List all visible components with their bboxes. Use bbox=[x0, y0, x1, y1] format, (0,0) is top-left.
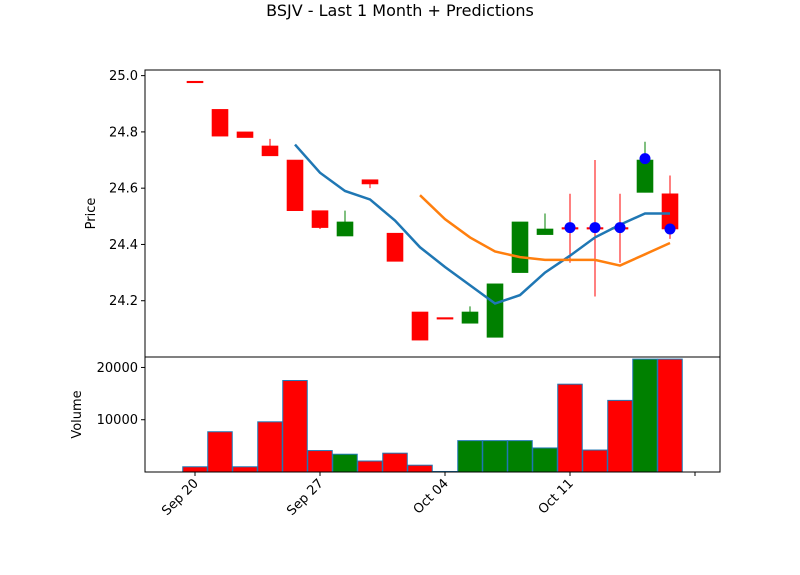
volume-bar bbox=[607, 399, 633, 473]
price-panel: 24.2 24.4 24.6 24.8 25.0 Price bbox=[84, 69, 721, 358]
x-tick-label: Oct 04 bbox=[411, 476, 452, 517]
candle-body bbox=[536, 228, 554, 235]
price-y-tick-label: 24.8 bbox=[109, 125, 138, 140]
price-axis-label: Price bbox=[84, 198, 99, 230]
volume-bar bbox=[482, 440, 508, 473]
candle-body bbox=[386, 232, 404, 262]
candle-body bbox=[186, 80, 204, 84]
candle-body bbox=[411, 311, 429, 341]
prediction-marker bbox=[614, 222, 626, 234]
volume-bar bbox=[232, 466, 258, 473]
moving-average-fast-line bbox=[294, 143, 670, 305]
prediction-marker bbox=[664, 223, 676, 235]
volume-bar bbox=[332, 453, 358, 473]
moving-average-slow-line bbox=[419, 194, 671, 267]
volume-panel: 10000 20000 Volume Sep 20 Sep 27 Oct 04 Oct … bbox=[70, 356, 721, 519]
volume-bar bbox=[457, 440, 483, 473]
prediction-marker bbox=[589, 222, 601, 234]
volume-bar bbox=[557, 383, 583, 473]
volume-plot-frame bbox=[144, 356, 721, 473]
price-y-tick-label: 24.6 bbox=[109, 182, 138, 197]
prediction-markers bbox=[564, 153, 676, 235]
prediction-marker bbox=[564, 222, 576, 234]
price-wicks bbox=[194, 81, 671, 341]
volume-bar bbox=[382, 452, 408, 473]
volume-bar bbox=[307, 450, 333, 473]
volume-y-axis: 10000 20000 bbox=[97, 361, 145, 428]
price-y-tick-label: 25.0 bbox=[109, 69, 138, 84]
volume-bar bbox=[182, 466, 208, 473]
candle-body bbox=[486, 283, 504, 338]
price-y-tick-label: 24.4 bbox=[109, 238, 138, 253]
x-tick-label: Sep 27 bbox=[284, 476, 327, 519]
volume-y-tick-label: 10000 bbox=[97, 413, 138, 428]
x-tick-label: Oct 11 bbox=[536, 476, 577, 517]
candle-body bbox=[511, 221, 529, 273]
candle-body bbox=[286, 159, 304, 211]
x-tick-label: Sep 20 bbox=[159, 476, 202, 519]
candle-body bbox=[336, 221, 354, 237]
prediction-marker bbox=[639, 153, 651, 165]
price-y-tick-label: 24.2 bbox=[109, 294, 138, 309]
chart-title: BSJV - Last 1 Month + Predictions bbox=[266, 1, 534, 20]
candle-body bbox=[361, 179, 379, 185]
candle-body bbox=[636, 159, 654, 193]
volume-axis-label: Volume bbox=[70, 390, 85, 438]
volume-bar bbox=[532, 447, 558, 473]
candle-body bbox=[261, 145, 279, 157]
candle-body bbox=[236, 131, 254, 138]
price-plot-frame bbox=[144, 69, 721, 358]
volume-bar bbox=[407, 464, 433, 473]
volume-bar bbox=[582, 449, 608, 473]
volume-bar bbox=[257, 421, 283, 473]
candle-body bbox=[461, 311, 479, 324]
candle-body bbox=[436, 317, 454, 320]
volume-bar bbox=[282, 380, 308, 473]
volume-bar bbox=[507, 440, 533, 473]
price-candles bbox=[186, 80, 679, 341]
volume-bar bbox=[357, 460, 383, 473]
volume-bar bbox=[632, 358, 658, 473]
price-y-axis: 24.2 24.4 24.6 24.8 25.0 bbox=[109, 69, 145, 309]
candle-body bbox=[311, 210, 329, 228]
volume-bar bbox=[207, 431, 233, 473]
volume-y-tick-label: 20000 bbox=[97, 361, 138, 376]
date-x-axis: Sep 20 Sep 27 Oct 04 Oct 11 bbox=[159, 472, 696, 519]
volume-bars bbox=[182, 358, 683, 473]
candle-body bbox=[211, 109, 229, 137]
volume-bar bbox=[657, 358, 683, 473]
